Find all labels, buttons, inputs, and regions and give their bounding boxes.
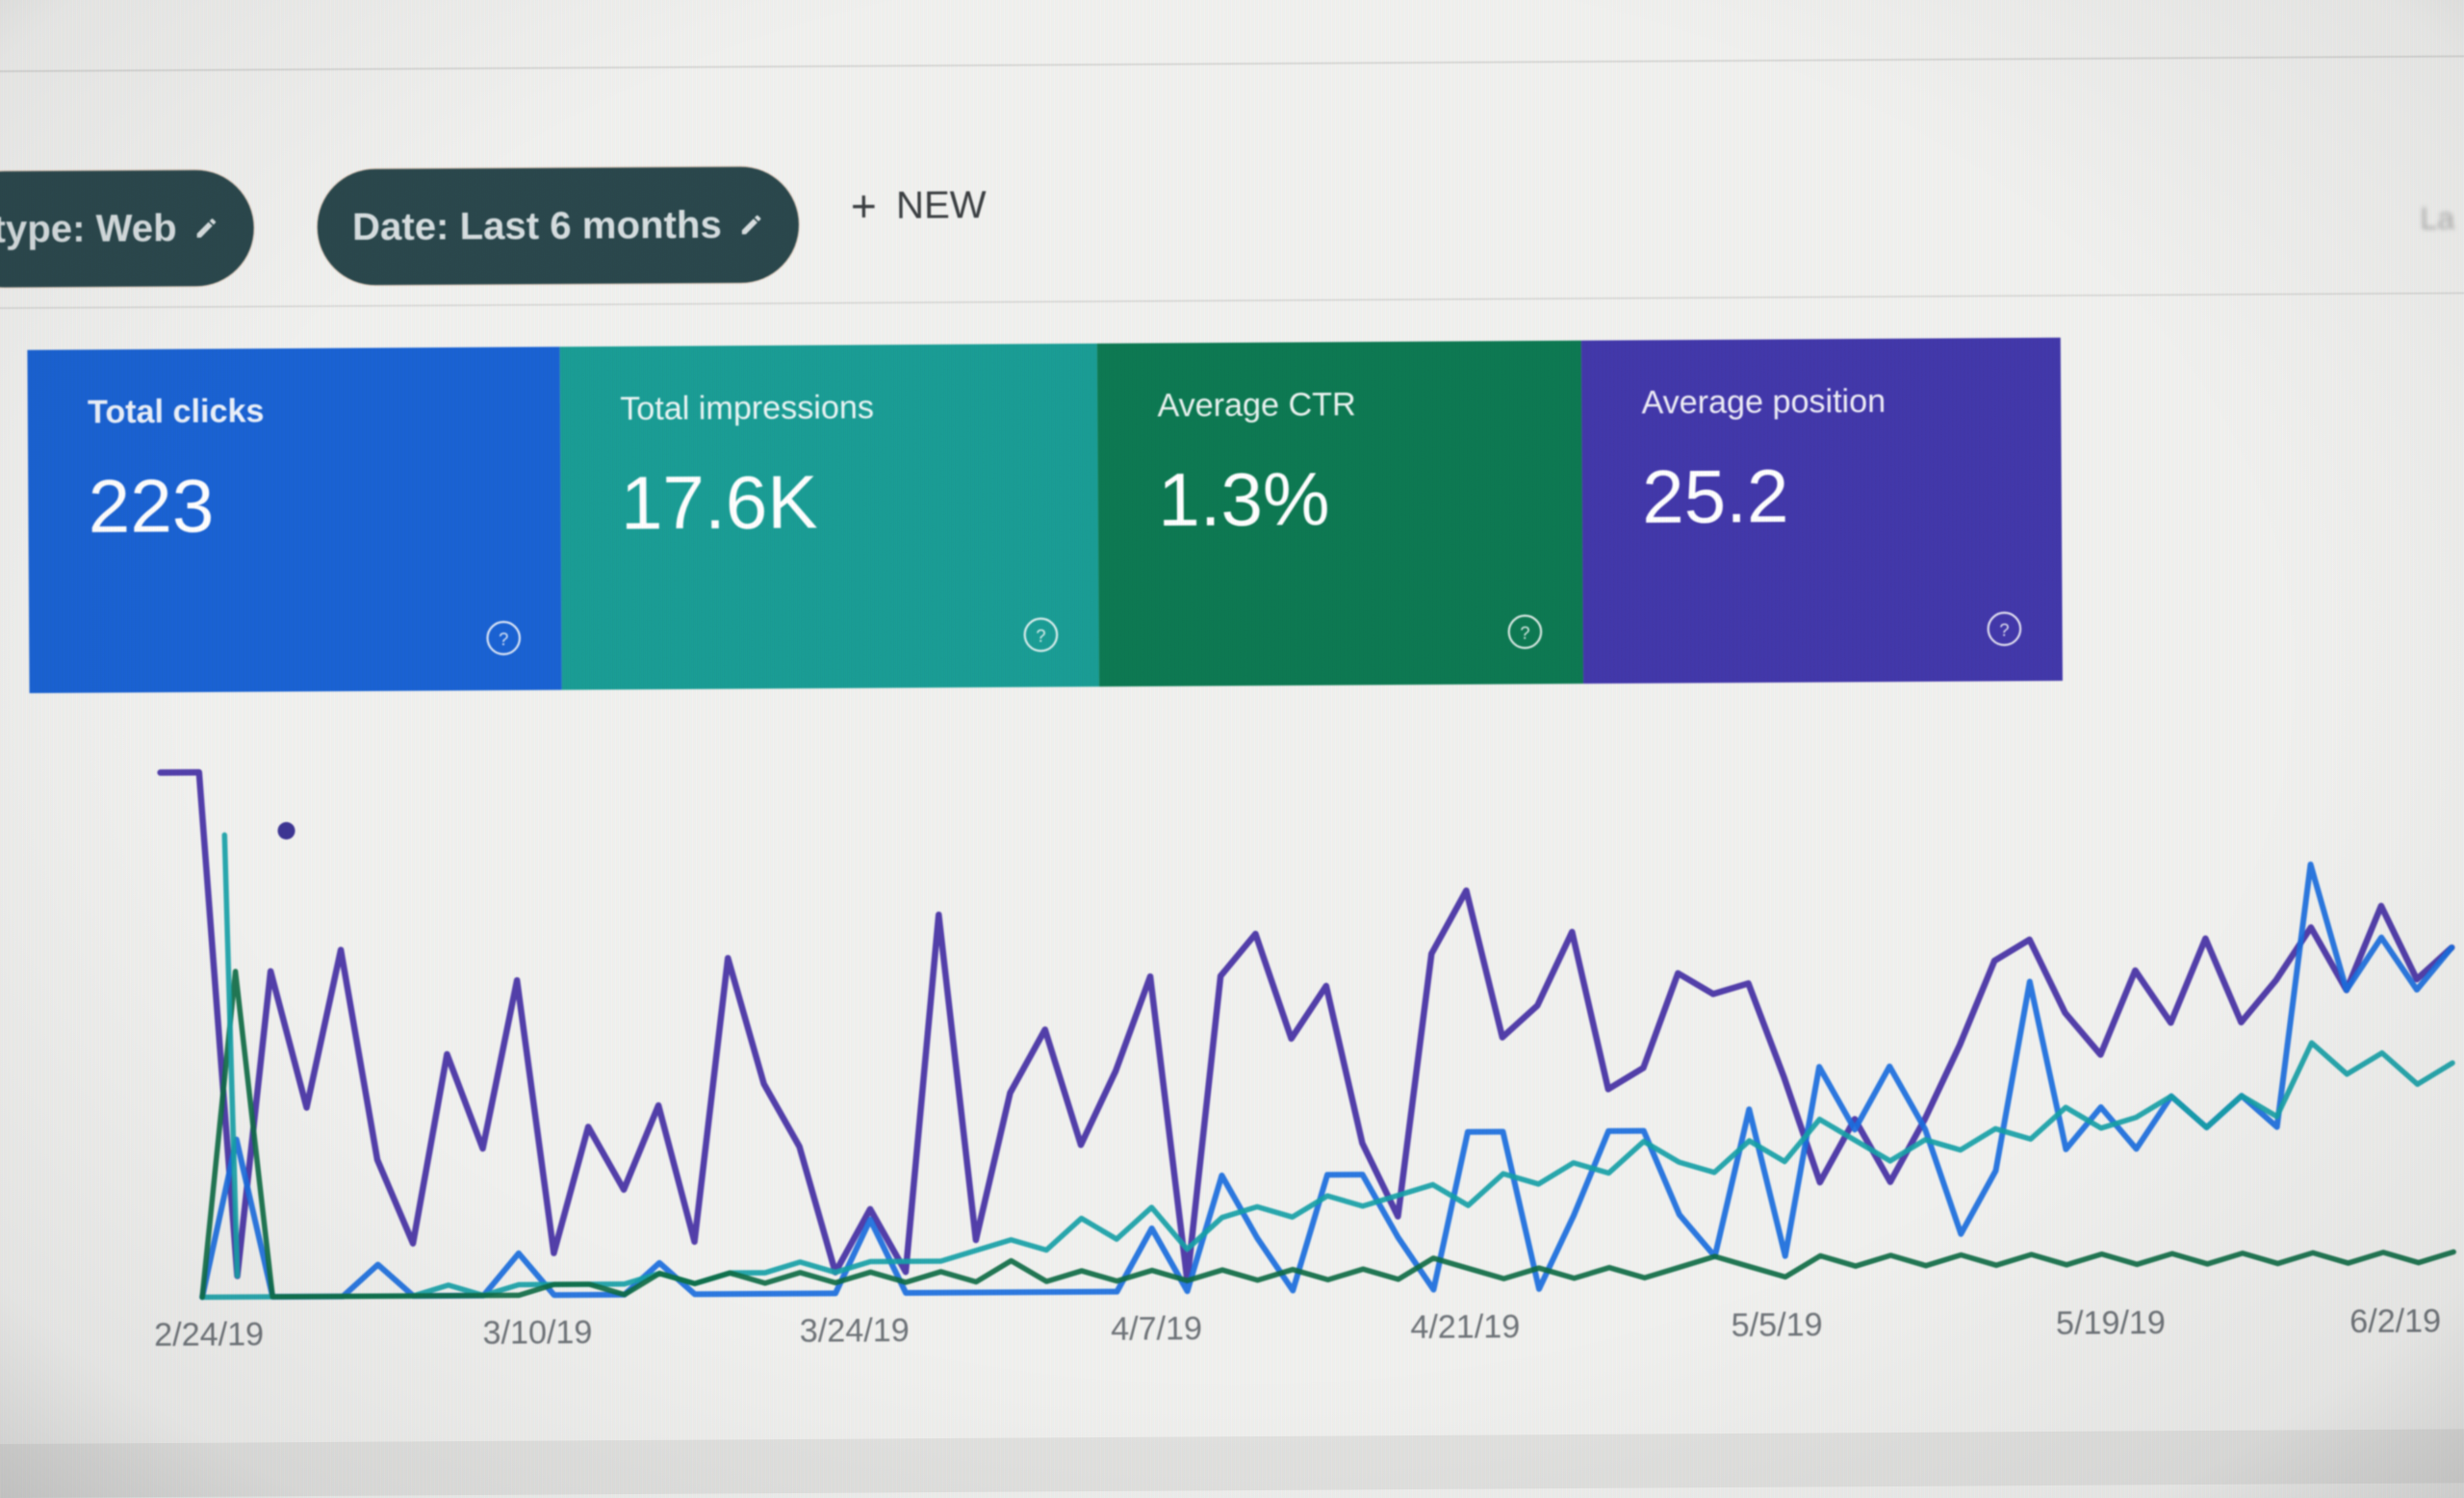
- svg-text:?: ?: [1036, 626, 1045, 646]
- svg-text:?: ?: [1999, 620, 2009, 640]
- svg-text:?: ?: [499, 629, 508, 649]
- svg-text:?: ?: [1520, 623, 1529, 643]
